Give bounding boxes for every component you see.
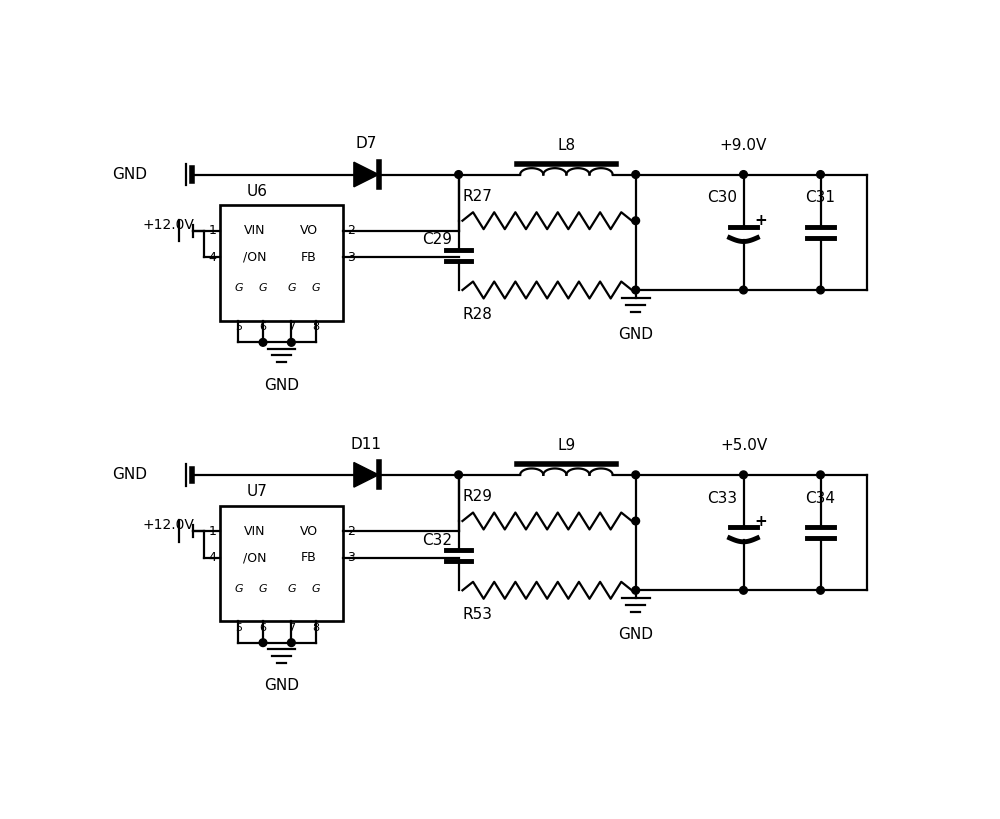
Text: 4: 4	[208, 551, 216, 564]
Text: R28: R28	[462, 307, 492, 322]
Circle shape	[632, 286, 640, 294]
Text: C29: C29	[422, 233, 452, 247]
Text: VO: VO	[300, 524, 318, 537]
Text: VIN: VIN	[244, 524, 265, 537]
Text: C32: C32	[422, 533, 452, 548]
Circle shape	[455, 471, 462, 478]
Text: G: G	[259, 584, 267, 594]
Text: 5: 5	[235, 323, 242, 333]
Circle shape	[817, 586, 824, 594]
Text: GND: GND	[618, 627, 653, 642]
Text: GND: GND	[112, 167, 147, 182]
Text: G: G	[312, 584, 320, 594]
Text: GND: GND	[618, 327, 653, 342]
Text: R53: R53	[462, 607, 492, 622]
Circle shape	[259, 338, 267, 346]
Text: C30: C30	[707, 190, 737, 206]
Text: G: G	[234, 584, 243, 594]
Text: U7: U7	[246, 485, 267, 500]
Text: 4: 4	[208, 251, 216, 264]
Text: +: +	[754, 514, 767, 528]
Text: FB: FB	[301, 251, 316, 264]
Text: L8: L8	[557, 138, 575, 153]
Text: 3: 3	[347, 551, 355, 564]
Text: D7: D7	[356, 137, 377, 152]
Text: 8: 8	[312, 622, 320, 632]
Text: GND: GND	[112, 468, 147, 482]
Circle shape	[632, 586, 640, 594]
Text: 5: 5	[235, 622, 242, 632]
Text: +12.0V: +12.0V	[143, 518, 195, 532]
Polygon shape	[354, 463, 379, 487]
Text: G: G	[234, 283, 243, 293]
Circle shape	[259, 639, 267, 646]
Circle shape	[632, 517, 640, 525]
Text: C34: C34	[806, 491, 836, 505]
Circle shape	[740, 586, 747, 594]
Text: U6: U6	[246, 184, 267, 199]
Text: 8: 8	[312, 323, 320, 333]
Text: G: G	[287, 584, 296, 594]
Text: GND: GND	[264, 378, 299, 393]
Circle shape	[740, 286, 747, 294]
Text: L9: L9	[557, 438, 576, 453]
Circle shape	[740, 471, 747, 478]
Text: +12.0V: +12.0V	[143, 218, 195, 232]
Text: C31: C31	[806, 190, 836, 206]
Text: VO: VO	[300, 224, 318, 238]
Text: G: G	[312, 283, 320, 293]
Text: FB: FB	[301, 551, 316, 564]
Circle shape	[817, 170, 824, 179]
Polygon shape	[354, 162, 379, 187]
Text: GND: GND	[264, 678, 299, 693]
Circle shape	[817, 471, 824, 478]
Text: +9.0V: +9.0V	[720, 138, 767, 153]
Bar	[220, 206, 343, 321]
Circle shape	[632, 170, 640, 179]
Text: 2: 2	[347, 224, 355, 238]
Text: +: +	[754, 213, 767, 229]
Circle shape	[632, 217, 640, 224]
Text: 7: 7	[288, 323, 295, 333]
Circle shape	[288, 338, 295, 346]
Circle shape	[288, 639, 295, 646]
Text: 7: 7	[288, 622, 295, 632]
Text: VIN: VIN	[244, 224, 265, 238]
Text: /ON: /ON	[243, 551, 266, 564]
Text: G: G	[259, 283, 267, 293]
Text: R29: R29	[462, 489, 492, 504]
Text: R27: R27	[462, 188, 492, 204]
Text: 1: 1	[208, 524, 216, 537]
Circle shape	[817, 286, 824, 294]
Text: +5.0V: +5.0V	[720, 438, 767, 453]
Text: D11: D11	[351, 437, 382, 452]
Circle shape	[632, 471, 640, 478]
Text: G: G	[287, 283, 296, 293]
Circle shape	[455, 170, 462, 179]
Text: 1: 1	[208, 224, 216, 238]
Bar	[220, 505, 343, 621]
Text: /ON: /ON	[243, 251, 266, 264]
Text: 2: 2	[347, 524, 355, 537]
Text: 3: 3	[347, 251, 355, 264]
Circle shape	[740, 170, 747, 179]
Text: 6: 6	[260, 323, 267, 333]
Text: 6: 6	[260, 622, 267, 632]
Text: C33: C33	[707, 491, 737, 505]
